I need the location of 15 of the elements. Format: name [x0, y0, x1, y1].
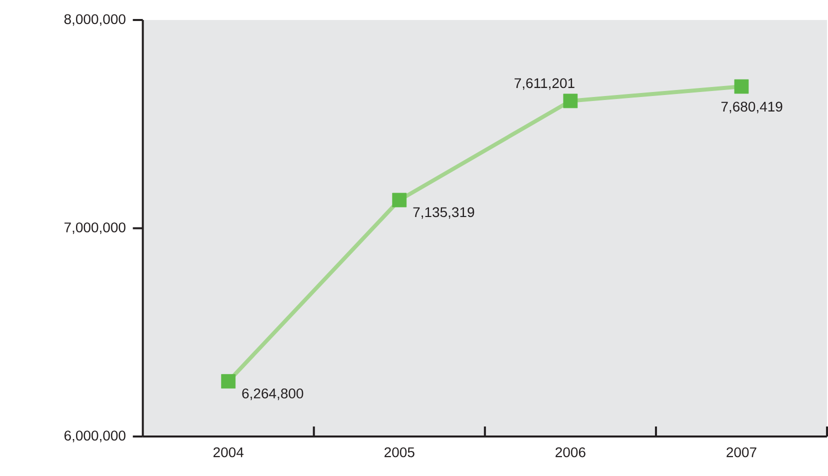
- data-label: 6,264,800: [242, 388, 304, 400]
- y-tick-label: 8,000,000: [64, 14, 126, 26]
- point: [563, 94, 578, 108]
- x-tick-label: 2005: [384, 447, 414, 458]
- y-tick-label: 6,000,000: [64, 430, 126, 442]
- y-tick-label: 7,000,000: [64, 222, 126, 234]
- x-tick-label: 2006: [556, 447, 586, 458]
- data-label: 7,611,201: [514, 78, 574, 90]
- point: [221, 374, 236, 388]
- x-tick-label: 2007: [726, 447, 756, 458]
- point: [392, 192, 407, 208]
- data-label: 7,680,419: [721, 101, 782, 114]
- data-label: 7,135,319: [413, 207, 474, 219]
- x-tick-label: 2004: [214, 447, 244, 458]
- point: [734, 79, 749, 94]
